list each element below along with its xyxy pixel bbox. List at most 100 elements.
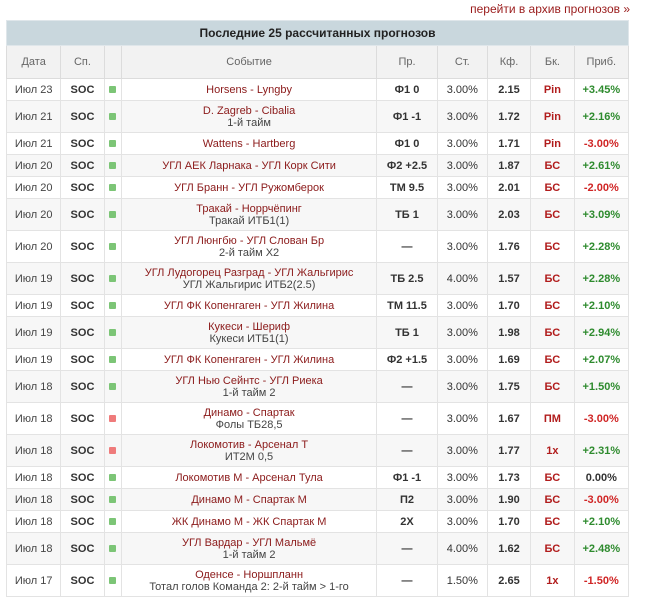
table-row: Июл 20 SOC УГЛ Бранн - УГЛ Ружомберок ТМ 9.… — [5, 176, 630, 199]
row-event-link[interactable]: УГЛ ФК Копенгаген - УГЛ Жилина — [163, 299, 335, 312]
row-event-link[interactable]: ЖК Динамо М - ЖК Спартак М — [171, 515, 327, 528]
row-event-link[interactable]: Horsens - Lyngby — [206, 83, 292, 96]
row-stake: 3.00% — [436, 348, 488, 371]
row-profit: +2.31% — [573, 434, 630, 467]
row-odds: 1.72 — [486, 100, 532, 133]
row-sport: SOC — [60, 466, 105, 489]
col-bookmaker: Бк. — [530, 45, 575, 79]
row-sport: SOC — [60, 316, 105, 349]
row-status — [103, 176, 123, 199]
table-row: Июл 20 SOC Тракай - Норрчёпинг Тракай ИТБ1(… — [5, 198, 630, 231]
status-square-icon — [109, 355, 117, 363]
row-status — [103, 198, 123, 231]
row-odds: 1.73 — [486, 466, 532, 489]
row-profit: +2.10% — [573, 294, 630, 317]
row-sport: SOC — [60, 348, 105, 371]
row-event-cell: УГЛ Лудогорец Разград - УГЛ Жальгирис УГЛ… — [121, 262, 378, 295]
row-event-link[interactable]: Локомотив - Арсенал Т — [190, 438, 309, 451]
row-date: Июл 23 — [5, 78, 62, 101]
row-date: Июл 19 — [5, 348, 62, 371]
row-event-link[interactable]: УГЛ Вардар - УГЛ Мальмё — [181, 536, 317, 549]
row-event-cell: Оденсе - Норшпланн Тотал голов Команда 2:… — [121, 564, 378, 597]
row-status — [103, 132, 123, 155]
row-pick: ТМ 11.5 — [376, 294, 438, 317]
row-status — [103, 230, 123, 263]
row-event-link[interactable]: Кукеси - Шериф — [208, 320, 291, 333]
row-event-link[interactable]: УГЛ ФК Копенгаген - УГЛ Жилина — [163, 353, 335, 366]
row-odds: 2.01 — [486, 176, 532, 199]
row-stake: 3.00% — [436, 510, 488, 533]
col-stake: Ст. — [436, 45, 488, 79]
row-pick: — — [376, 532, 438, 565]
row-odds: 1.70 — [486, 510, 532, 533]
row-date: Июл 17 — [5, 564, 62, 597]
row-profit: +2.61% — [573, 154, 630, 177]
row-date: Июл 18 — [5, 434, 62, 467]
archive-link[interactable]: перейти в архив прогнозов » — [470, 2, 630, 16]
row-odds: 1.77 — [486, 434, 532, 467]
row-sport: SOC — [60, 230, 105, 263]
table-row: Июл 21 SOC Wattens - Hartberg Ф1 0 3.00% 1.71… — [5, 132, 630, 155]
status-square-icon — [109, 328, 117, 336]
row-pick: — — [376, 434, 438, 467]
row-event-link[interactable]: УГЛ АЕК Ларнака - УГЛ Корк Сити — [162, 159, 336, 172]
row-profit: -3.00% — [573, 488, 630, 511]
predictions-table-container: Последние 25 рассчитанных прогнозов Дата… — [5, 20, 630, 597]
row-event-cell: Динамо М - Спартак М — [121, 488, 378, 511]
row-status — [103, 262, 123, 295]
row-stake: 4.00% — [436, 532, 488, 565]
row-date: Июл 21 — [5, 100, 62, 133]
predictions-table: Последние 25 рассчитанных прогнозов Дата… — [5, 20, 630, 597]
row-event-link[interactable]: Динамо - Спартак — [203, 406, 295, 419]
status-square-icon — [109, 210, 117, 218]
col-sport: Сп. — [60, 45, 105, 79]
table-body: Июл 23 SOC Horsens - Lyngby Ф1 0 3.00% 2.15 Pi… — [5, 78, 630, 597]
row-stake: 3.00% — [436, 466, 488, 489]
table-row: Июл 18 SOC Локомотив - Арсенал Т ИТ2М 0,5—3… — [5, 434, 630, 467]
row-event-link[interactable]: Wattens - Hartberg — [202, 137, 296, 150]
row-pick: П2 — [376, 488, 438, 511]
row-odds: 1.90 — [486, 488, 532, 511]
row-sport: SOC — [60, 434, 105, 467]
row-sport: SOC — [60, 294, 105, 317]
row-odds: 1.75 — [486, 370, 532, 403]
row-event-link[interactable]: Тракай - Норрчёпинг — [196, 202, 302, 215]
row-bookmaker: БС — [530, 198, 575, 231]
row-event-cell: УГЛ Нью Сейнтс - УГЛ Риека 1-й тайм 2 — [121, 370, 378, 403]
row-stake: 3.00% — [436, 100, 488, 133]
row-event-link[interactable]: УГЛ Бранн - УГЛ Ружомберок — [174, 181, 324, 194]
row-pick: — — [376, 230, 438, 263]
table-row: Июл 19 SOC УГЛ ФК Копенгаген - УГЛ Жилина Т… — [5, 294, 630, 317]
row-status — [103, 78, 123, 101]
row-stake: 3.00% — [436, 488, 488, 511]
row-event-detail: Тракай ИТБ1(1) — [209, 214, 290, 227]
row-sport: SOC — [60, 100, 105, 133]
row-odds: 1.69 — [486, 348, 532, 371]
row-sport: SOC — [60, 176, 105, 199]
table-row: Июл 18 SOC Локомотив М - Арсенал Тула Ф1 -1… — [5, 466, 630, 489]
row-event-detail: 1-й тайм — [227, 116, 271, 129]
row-event-link[interactable]: Локомотив М - Арсенал Тула — [175, 471, 323, 484]
row-event-link[interactable]: УГЛ Лудогорец Разград - УГЛ Жальгирис — [144, 266, 354, 279]
row-status — [103, 488, 123, 511]
row-event-cell: Кукеси - Шериф Кукеси ИТБ1(1) — [121, 316, 378, 349]
row-event-cell: УГЛ Люнгбю - УГЛ Слован Бр 2-й тайм Х2 — [121, 230, 378, 263]
row-event-link[interactable]: УГЛ Люнгбю - УГЛ Слован Бр — [174, 234, 325, 247]
row-sport: SOC — [60, 488, 105, 511]
row-bookmaker: 1х — [530, 564, 575, 597]
row-status — [103, 370, 123, 403]
row-stake: 3.00% — [436, 434, 488, 467]
row-event-link[interactable]: D. Zagreb - Cibalia — [202, 104, 296, 117]
row-event-link[interactable]: УГЛ Нью Сейнтс - УГЛ Риека — [175, 374, 323, 387]
row-pick: 2Х — [376, 510, 438, 533]
row-stake: 3.00% — [436, 370, 488, 403]
row-bookmaker: Pin — [530, 78, 575, 101]
row-pick: ТБ 1 — [376, 316, 438, 349]
row-event-cell: УГЛ АЕК Ларнака - УГЛ Корк Сити — [121, 154, 378, 177]
row-event-link[interactable]: Оденсе - Норшпланн — [195, 568, 304, 581]
row-status — [103, 434, 123, 467]
row-event-link[interactable]: Динамо М - Спартак М — [191, 493, 307, 506]
status-square-icon — [109, 446, 117, 454]
row-bookmaker: ПМ — [530, 402, 575, 435]
row-status — [103, 154, 123, 177]
